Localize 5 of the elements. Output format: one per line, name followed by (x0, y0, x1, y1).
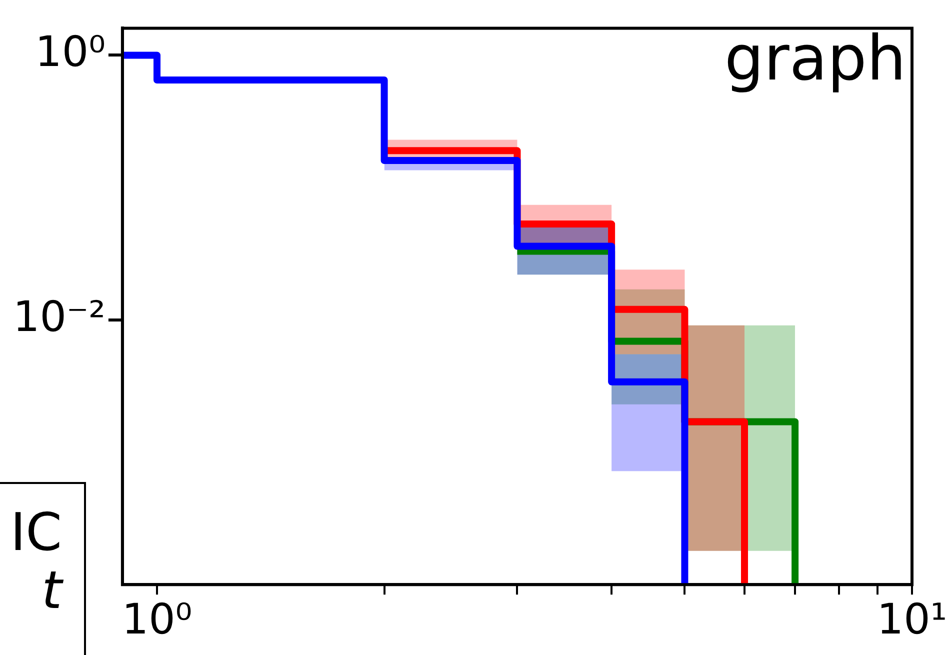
annotation: graph (724, 21, 906, 94)
text: IC (9, 503, 62, 563)
x-tick-label: 10¹ (876, 594, 948, 644)
text: t (40, 561, 62, 621)
y-tick-label: 10⁻² (12, 292, 106, 341)
